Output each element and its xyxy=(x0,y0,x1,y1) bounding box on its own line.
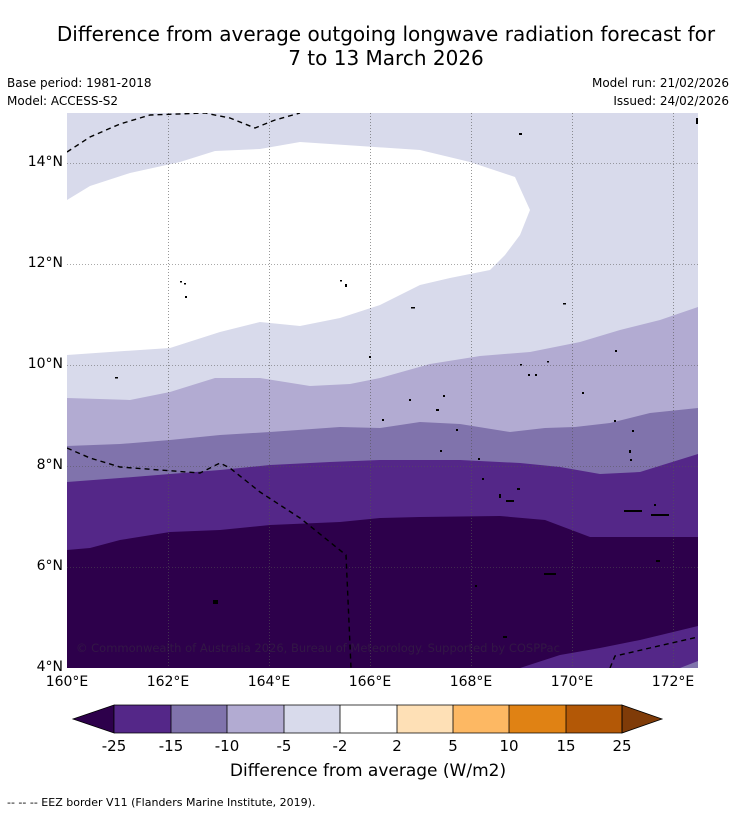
title-line-1: Difference from average outgoing longwav… xyxy=(56,22,716,46)
colorbar-tick-m2: -2 xyxy=(332,737,348,755)
eez-border-west xyxy=(67,447,352,668)
colorbar-tick-5: 5 xyxy=(448,737,458,755)
colorbar-tick-m5: -5 xyxy=(276,737,292,755)
band-m25-m15-corner xyxy=(520,626,698,668)
band-m15-m10-corner xyxy=(680,661,698,668)
lon-label-160e: 160°E xyxy=(45,674,89,690)
colorbar-2-5 xyxy=(397,705,453,733)
colorbar-10-15 xyxy=(509,705,566,733)
lon-label-162e: 162°E xyxy=(146,674,190,690)
chart-title: Difference from average outgoing longwav… xyxy=(0,22,736,70)
colorbar-m5-m2 xyxy=(284,705,340,733)
colorbar-5-10 xyxy=(453,705,509,733)
colorbar xyxy=(71,704,664,734)
colorbar-tick-m25: -25 xyxy=(101,737,127,755)
lon-label-168e: 168°E xyxy=(449,674,493,690)
lat-label-4n: 4°N xyxy=(36,659,63,675)
colorbar-tick-m15: -15 xyxy=(158,737,184,755)
meta-right: Model run: 21/02/2026 Issued: 24/02/2026 xyxy=(592,74,729,110)
eez-border-north xyxy=(67,113,301,153)
colorbar-title: Difference from average (W/m2) xyxy=(229,761,507,781)
colorbar-m2-2 xyxy=(340,705,397,733)
colorbar-tick-m10: -10 xyxy=(214,737,240,755)
lat-label-6n: 6°N xyxy=(36,558,63,574)
colorbar-m10-m5 xyxy=(227,705,284,733)
islands xyxy=(115,118,698,638)
colorbar-tick-15: 15 xyxy=(556,737,576,755)
colorbar-extend-low xyxy=(71,704,115,734)
model-run: Model run: 21/02/2026 xyxy=(591,76,729,90)
eez-borders xyxy=(67,113,698,668)
eez-footnote: -- -- -- EEZ border V11 (Flanders Marine… xyxy=(7,796,316,809)
map-copyright: © Commonwealth of Australia 2026, Bureau… xyxy=(76,641,560,655)
grid-lines xyxy=(67,113,698,668)
title-line-2: 7 to 13 March 2026 xyxy=(288,46,484,70)
base-period: Base period: 1981-2018 xyxy=(7,76,152,90)
meta-left: Base period: 1981-2018 Model: ACCESS-S2 xyxy=(7,74,152,110)
eez-border-southeast xyxy=(609,636,698,668)
colorbar-m25-m15 xyxy=(114,705,171,733)
lat-label-14n: 14°N xyxy=(27,154,63,170)
colorbar-tick-25: 25 xyxy=(612,737,632,755)
lat-label-10n: 10°N xyxy=(27,356,63,372)
colorbar-tick-2: 2 xyxy=(392,737,402,755)
lat-label-12n: 12°N xyxy=(27,255,63,271)
lat-label-8n: 8°N xyxy=(36,457,63,473)
lon-label-172e: 172°E xyxy=(651,674,695,690)
band-m2-2 xyxy=(67,142,530,355)
colorbar-m15-m10 xyxy=(171,705,227,733)
contour-bands xyxy=(67,113,698,668)
lon-label-166e: 166°E xyxy=(348,674,392,690)
lon-label-164e: 164°E xyxy=(247,674,291,690)
colorbar-extend-high xyxy=(621,704,664,734)
model-name: Model: ACCESS-S2 xyxy=(7,94,119,108)
lon-label-170e: 170°E xyxy=(550,674,594,690)
colorbar-15-25 xyxy=(566,705,622,733)
issued-date: Issued: 24/02/2026 xyxy=(613,94,729,108)
colorbar-tick-10: 10 xyxy=(499,737,519,755)
